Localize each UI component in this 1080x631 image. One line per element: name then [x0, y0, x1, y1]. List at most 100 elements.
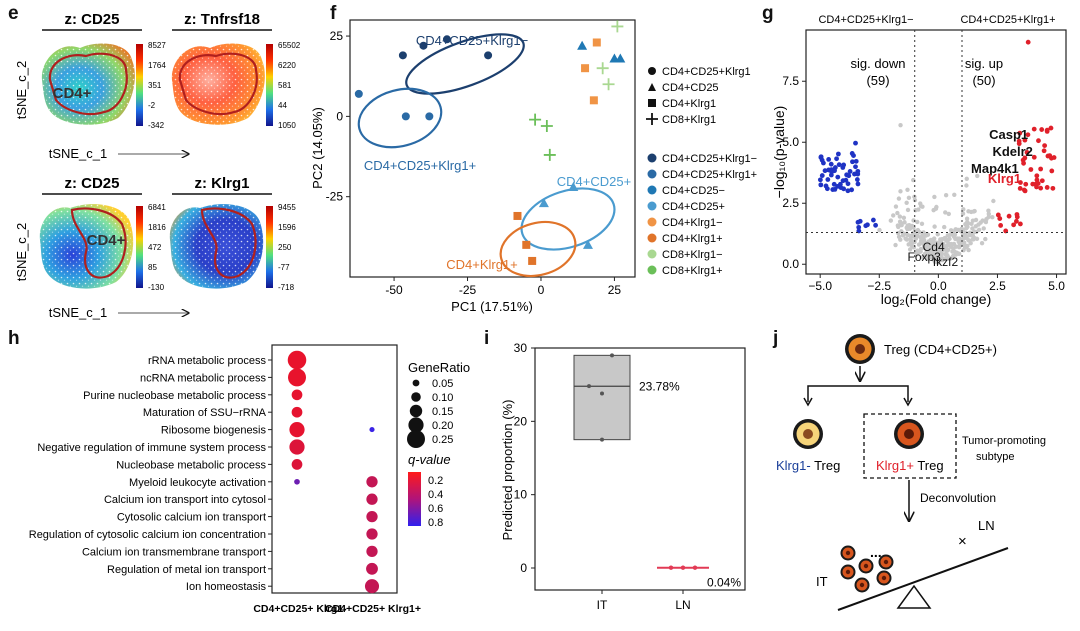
pca-point	[354, 89, 363, 98]
go-dot	[287, 350, 307, 370]
volcano-plot-frame	[805, 29, 1067, 275]
pca-annotation: CD4+CD25+	[557, 174, 631, 189]
volcano-point-ns	[948, 232, 953, 237]
q-value-legend: q-value 0.2 0.4 0.6 0.8	[408, 452, 451, 529]
volcano-point-up	[995, 212, 1001, 218]
volcano-point-ns	[955, 251, 961, 256]
volcano-point-ns	[920, 241, 926, 246]
volcano-point-ns	[909, 224, 915, 229]
volcano-point-down	[822, 168, 828, 174]
volcano-point-ns	[952, 249, 957, 255]
volcano-point-down	[834, 156, 839, 162]
gene-ratio-label: 0.10	[432, 392, 453, 404]
panel-f: -50 -25 0 25 -25 0 25 CD4+CD25+Klrg1− CD4+CD25…	[310, 19, 757, 314]
go-dot	[291, 406, 303, 418]
pca-point	[581, 64, 590, 73]
boxplot-ylabel: Predicted proportion (%)	[500, 400, 515, 541]
treg-cell-top	[845, 334, 875, 364]
pca-point	[540, 120, 553, 133]
volcano-point-up	[1047, 153, 1053, 159]
legend-label: CD4+CD25+	[662, 201, 725, 213]
volcano-point-ns	[912, 239, 917, 245]
volcano-point-up	[1034, 173, 1040, 179]
it-label: IT	[816, 574, 828, 589]
legend-swatch	[647, 249, 657, 259]
volcano-point-down	[819, 157, 825, 163]
treg-top-label: Treg (CD4+CD25+)	[884, 342, 997, 357]
volcano-point-ns	[893, 204, 899, 209]
volcano-point-ns	[966, 247, 971, 253]
volcano-point-down	[818, 182, 824, 188]
cluster-label: CD4+	[87, 232, 126, 249]
tumor-promoting-note: Tumor-promoting	[962, 435, 1046, 447]
boxplot-axis-ticks: 0 10 20 30 IT LN	[514, 341, 691, 612]
volcano-point-ns	[904, 225, 909, 230]
panel-g-letter: g	[762, 3, 774, 24]
tsne-xlabel: tSNE_c_1	[49, 305, 108, 320]
volcano-point-ns	[970, 226, 975, 231]
go-term-label: Negative regulation of immune system pro…	[37, 442, 266, 454]
colorbar	[136, 44, 143, 126]
volcano-point-up	[1033, 181, 1039, 187]
volcano-point-ns	[962, 242, 967, 247]
cd4-cluster-outline	[48, 52, 128, 116]
colorbar-tick: 250	[278, 243, 292, 252]
volcano-point-ns	[888, 218, 894, 223]
volcano-point-up	[1014, 214, 1020, 220]
x-tick-label: 5.0	[1048, 279, 1065, 293]
panel-h-letter: h	[8, 328, 20, 349]
gene-label: Foxp3	[908, 250, 942, 264]
legend-swatch	[647, 265, 657, 275]
pca-point	[543, 148, 556, 161]
go-term-label: Ribosome biogenesis	[161, 425, 267, 437]
x-tick-label: −5.0	[808, 279, 832, 293]
legend-circle-shape	[648, 67, 656, 75]
volcano-point-ns	[904, 200, 909, 205]
gene-label: Map4k1	[971, 161, 1019, 176]
y-tick-label: 20	[514, 414, 528, 428]
colorbar-tick: 351	[148, 81, 162, 90]
volcano-point-ns	[972, 208, 977, 214]
volcano-point-ns	[908, 236, 913, 242]
pca-plot-frame	[349, 19, 636, 278]
y-tick-label: 30	[514, 341, 528, 355]
x-tick-label: −2.5	[867, 279, 891, 293]
volcano-point-ns	[953, 227, 958, 232]
volcano-point-ns	[943, 193, 949, 198]
volcano-point-ns	[931, 207, 936, 213]
it-treg-cells	[840, 545, 894, 593]
colorbar-tick: 65502	[278, 41, 301, 50]
volcano-point-ns	[928, 237, 934, 243]
volcano-point-down	[828, 161, 834, 167]
volcano-point-ns	[932, 194, 937, 200]
colorbar	[266, 206, 273, 288]
tsne-map-1: z: CD25 CD4+ 8527 1764 351 -2 -342	[41, 11, 166, 130]
go-dot	[369, 427, 375, 433]
volcano-point-ns	[959, 226, 964, 232]
tsne-xlabel: tSNE_c_1	[49, 146, 108, 161]
gene-ratio-legend: GeneRatio 0.05 0.10 0.15 0.20 0.25	[407, 360, 470, 448]
colorbar-tick: 1816	[148, 223, 166, 232]
volcano-point-ns	[906, 195, 912, 200]
volcano-point-down	[854, 177, 860, 182]
legend-label: CD4+Klrg1+	[662, 233, 723, 245]
go-dot	[294, 478, 300, 485]
pca-point	[592, 38, 601, 47]
klrg1-pos-treg-cell	[894, 419, 924, 449]
volcano-point-ns	[922, 251, 928, 257]
colorbar-tick: 1596	[278, 223, 296, 232]
tsne-ylabel: tSNE_c_2	[14, 223, 29, 282]
gene-label: Ikzf2	[933, 255, 959, 269]
pca-point	[611, 20, 624, 33]
x-tick-label: -50	[385, 283, 403, 297]
volcano-point-ns	[964, 183, 969, 188]
volcano-point-down	[847, 169, 853, 174]
volcano-point-up	[1025, 39, 1031, 45]
volcano-point-ns	[896, 223, 901, 228]
volcano-point-up	[1042, 143, 1048, 148]
volcano-point-up	[1021, 160, 1026, 166]
it-treg-cell-nucleus	[883, 559, 889, 565]
colorbar-tick: 44	[278, 101, 287, 110]
panel-j-letter: j	[773, 328, 779, 349]
tsne-map-3: z: CD25 CD4+ 6841 1816 472 85 -130	[39, 175, 166, 292]
